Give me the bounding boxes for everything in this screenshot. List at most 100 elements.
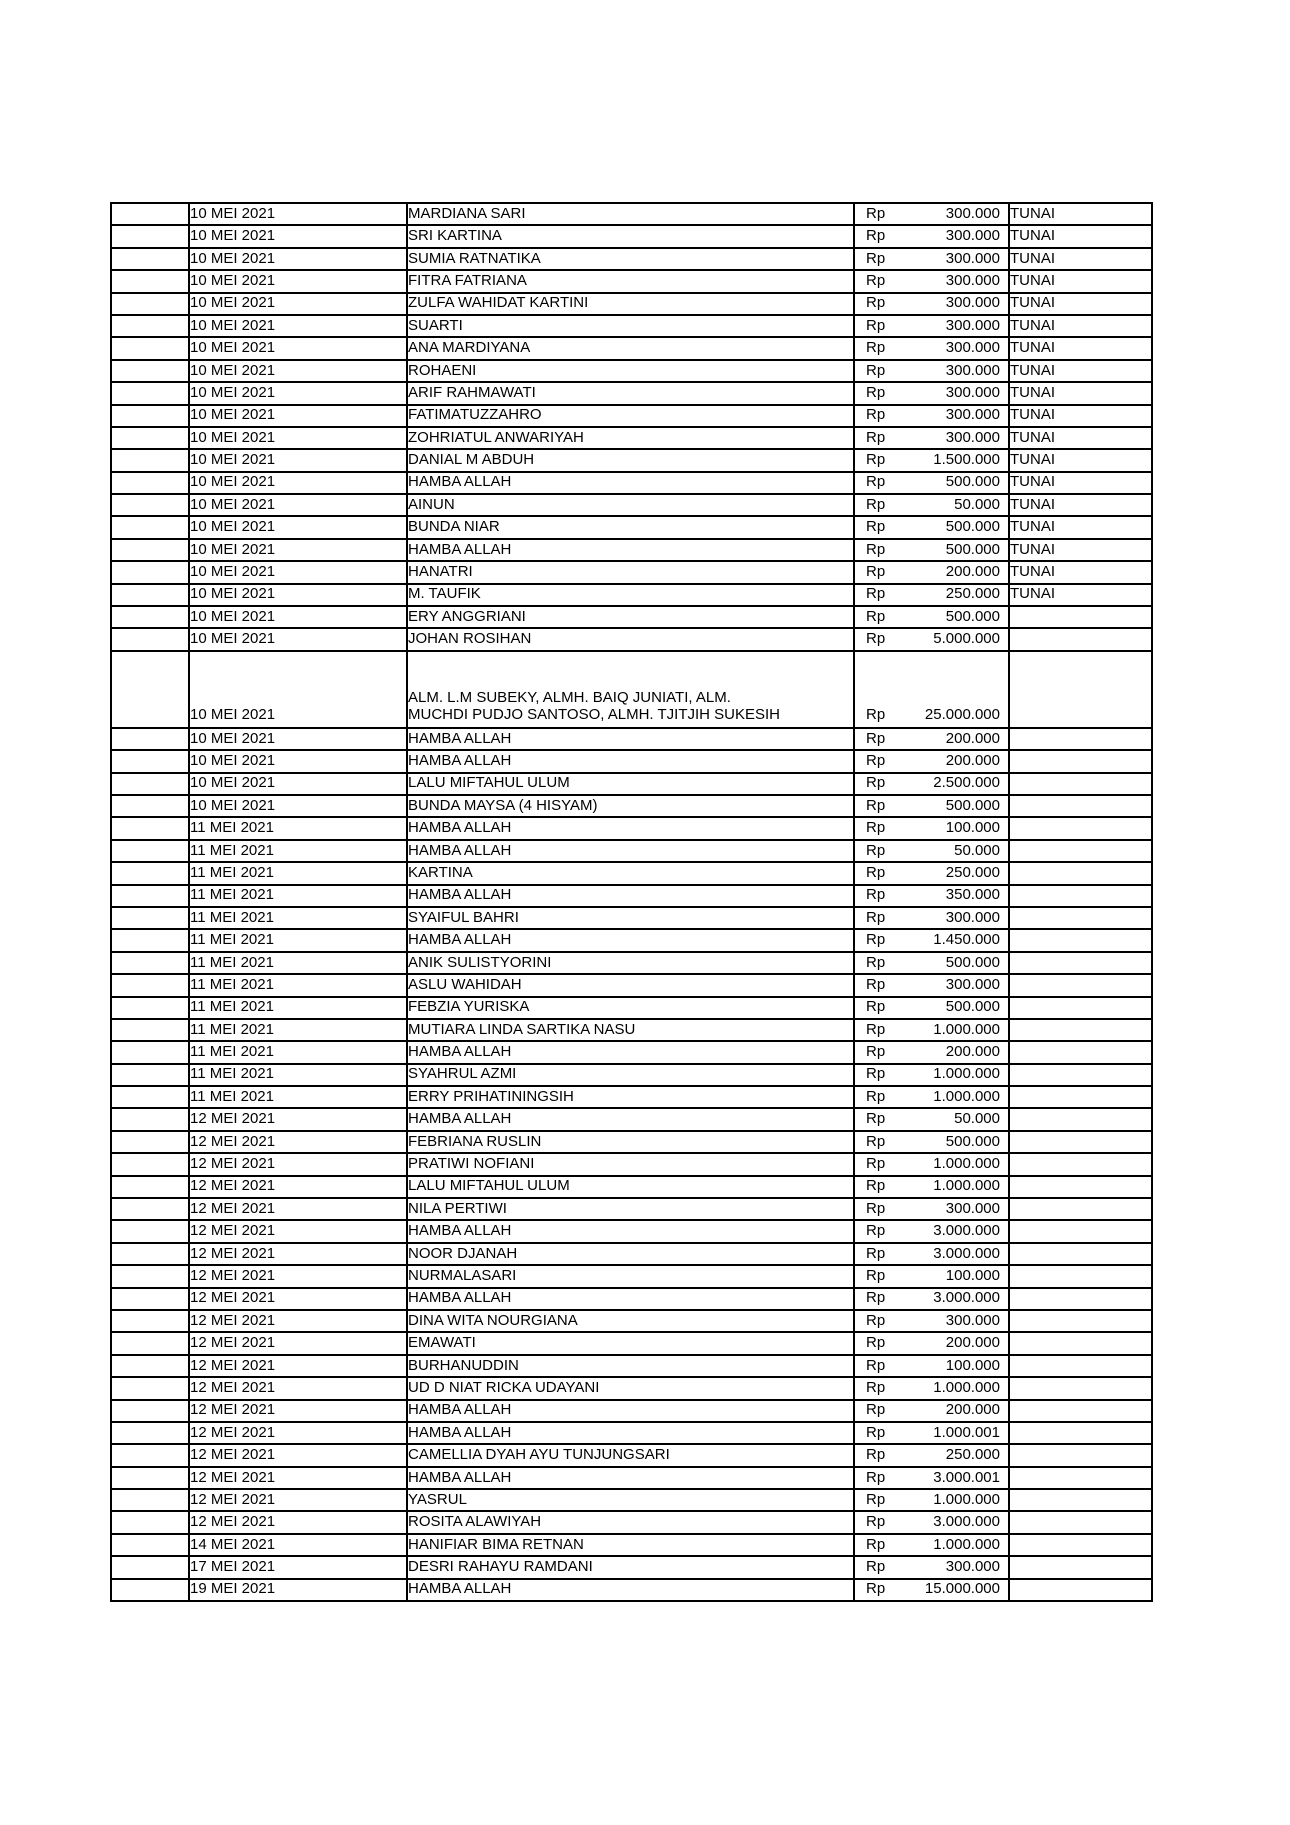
currency-label: Rp bbox=[866, 863, 886, 881]
row-blank-cell bbox=[110, 838, 190, 864]
row-blank-cell bbox=[110, 560, 190, 585]
row-donor-name: AINUN bbox=[406, 493, 855, 518]
row-amount-cell: Rp 100.000 bbox=[853, 816, 1010, 841]
row-amount-cell: Rp 300.000 bbox=[853, 313, 1010, 339]
table-row: 12 MEI 2021 CAMELLIA DYAH AYU TUNJUNGSARI… bbox=[110, 1443, 1153, 1468]
row-payment-method bbox=[1008, 1555, 1153, 1580]
row-blank-cell bbox=[110, 749, 190, 774]
row-donor-name: FEBZIA YURISKA bbox=[406, 995, 855, 1020]
row-date: 12 MEI 2021 bbox=[188, 1420, 408, 1446]
row-amount-cell: Rp 1.000.000 bbox=[853, 1532, 1010, 1558]
amount-value: 300.000 bbox=[945, 1311, 1000, 1329]
currency-label: Rp bbox=[866, 706, 886, 724]
row-donor-name: HAMBA ALLAH bbox=[406, 1286, 855, 1311]
row-date: 12 MEI 2021 bbox=[188, 1152, 408, 1177]
row-blank-cell bbox=[110, 582, 190, 608]
currency-label: Rp bbox=[866, 1468, 886, 1486]
row-blank-cell bbox=[110, 1219, 190, 1244]
table-row: 11 MEI 2021 SYAHRUL AZMI Rp 1.000.000 bbox=[110, 1062, 1153, 1088]
row-date: 12 MEI 2021 bbox=[188, 1241, 408, 1267]
table-row: 11 MEI 2021 ERRY PRIHATININGSIH Rp 1.000.00… bbox=[110, 1085, 1153, 1110]
amount-value: 5.000.000 bbox=[933, 630, 1000, 648]
currency-label: Rp bbox=[866, 886, 886, 904]
row-blank-cell bbox=[110, 313, 190, 339]
row-date: 17 MEI 2021 bbox=[188, 1555, 408, 1580]
row-date: 12 MEI 2021 bbox=[188, 1107, 408, 1132]
table-row: 11 MEI 2021 ANIK SULISTYORINI Rp 500.000 bbox=[110, 950, 1153, 976]
row-donor-name: DANIAL M ABDUH bbox=[406, 448, 855, 473]
currency-label: Rp bbox=[866, 1334, 886, 1352]
amount-wrapper: Rp 2.500.000 bbox=[856, 775, 1007, 792]
row-blank-cell bbox=[110, 246, 190, 272]
amount-value: 1.450.000 bbox=[933, 931, 1000, 949]
amount-value: 15.000.000 bbox=[924, 1580, 1000, 1598]
currency-label: Rp bbox=[866, 1043, 886, 1061]
row-blank-cell bbox=[110, 816, 190, 841]
row-date: 10 MEI 2021 bbox=[188, 313, 408, 339]
row-payment-method bbox=[1008, 649, 1153, 729]
row-date: 11 MEI 2021 bbox=[188, 905, 408, 931]
row-amount-cell: Rp 300.000 bbox=[853, 246, 1010, 272]
amount-value: 300.000 bbox=[945, 908, 1000, 926]
table-row: 10 MEI 2021 FATIMATUZZAHRO Rp 300.000 TUNAI bbox=[110, 403, 1153, 428]
row-donor-name: HAMBA ALLAH bbox=[406, 838, 855, 864]
amount-wrapper: Rp 300.000 bbox=[856, 339, 1007, 357]
amount-wrapper: Rp 500.000 bbox=[856, 998, 1007, 1016]
row-donor-name: ERY ANGGRIANI bbox=[406, 605, 855, 630]
currency-label: Rp bbox=[866, 729, 886, 747]
amount-wrapper: Rp 1.000.000 bbox=[856, 1491, 1007, 1509]
row-donor-name: KARTINA bbox=[406, 861, 855, 886]
amount-wrapper: Rp 500.000 bbox=[856, 519, 1007, 536]
row-date: 11 MEI 2021 bbox=[188, 1085, 408, 1110]
amount-wrapper: Rp 200.000 bbox=[856, 729, 1007, 748]
row-amount-cell: Rp 1.500.000 bbox=[853, 448, 1010, 473]
row-date: 12 MEI 2021 bbox=[188, 1398, 408, 1423]
row-date: 10 MEI 2021 bbox=[188, 269, 408, 294]
table-row: 10 MEI 2021 SUMIA RATNATIKA Rp 300.000 TUNAI bbox=[110, 246, 1153, 272]
row-amount-cell: Rp 300.000 bbox=[853, 425, 1010, 451]
row-amount-cell: Rp 500.000 bbox=[853, 537, 1010, 563]
table-row: 12 MEI 2021 YASRUL Rp 1.000.000 bbox=[110, 1488, 1153, 1513]
amount-wrapper: Rp 250.000 bbox=[856, 1446, 1007, 1464]
table-row: 17 MEI 2021 DESRI RAHAYU RAMDANI Rp 300.000 bbox=[110, 1555, 1153, 1580]
row-date: 11 MEI 2021 bbox=[188, 883, 408, 908]
currency-label: Rp bbox=[866, 540, 886, 558]
amount-value: 500.000 bbox=[945, 998, 1000, 1016]
row-amount-cell: Rp 200.000 bbox=[853, 1331, 1010, 1356]
row-donor-name: LALU MIFTAHUL ULUM bbox=[406, 771, 855, 797]
row-payment-method bbox=[1008, 816, 1153, 841]
row-payment-method bbox=[1008, 973, 1153, 998]
row-payment-method bbox=[1008, 950, 1153, 976]
row-amount-cell: Rp 1.450.000 bbox=[853, 928, 1010, 953]
row-donor-name: NURMALASARI bbox=[406, 1264, 855, 1289]
row-payment-method bbox=[1008, 928, 1153, 953]
row-amount-cell: Rp 500.000 bbox=[853, 605, 1010, 630]
row-amount-cell: Rp 300.000 bbox=[853, 1196, 1010, 1222]
currency-label: Rp bbox=[866, 428, 886, 446]
table-row: 10 MEI 2021 ERY ANGGRIANI Rp 500.000 bbox=[110, 605, 1153, 630]
table-row: 12 MEI 2021 HAMBA ALLAH Rp 200.000 bbox=[110, 1398, 1153, 1423]
row-donor-name: HAMBA ALLAH bbox=[406, 1040, 855, 1065]
row-payment-method bbox=[1008, 627, 1153, 652]
row-blank-cell bbox=[110, 425, 190, 451]
amount-wrapper: Rp 300.000 bbox=[856, 1558, 1007, 1576]
row-blank-cell bbox=[110, 605, 190, 630]
row-blank-cell bbox=[110, 973, 190, 998]
row-donor-name: HAMBA ALLAH bbox=[406, 537, 855, 563]
amount-wrapper: Rp 1.000.000 bbox=[856, 1155, 1007, 1173]
row-donor-name: DINA WITA NOURGIANA bbox=[406, 1308, 855, 1334]
row-blank-cell bbox=[110, 1174, 190, 1200]
amount-value: 500.000 bbox=[945, 1132, 1000, 1150]
row-blank-cell bbox=[110, 950, 190, 976]
row-date: 10 MEI 2021 bbox=[188, 470, 408, 496]
row-donor-name: ASLU WAHIDAH bbox=[406, 973, 855, 998]
row-blank-cell bbox=[110, 291, 190, 316]
row-date: 12 MEI 2021 bbox=[188, 1443, 408, 1468]
row-blank-cell bbox=[110, 493, 190, 518]
amount-wrapper: Rp 300.000 bbox=[856, 227, 1007, 245]
row-date: 10 MEI 2021 bbox=[188, 537, 408, 563]
amount-value: 300.000 bbox=[945, 1199, 1000, 1217]
row-date: 10 MEI 2021 bbox=[188, 771, 408, 797]
row-donor-name: ZOHRIATUL ANWARIYAH bbox=[406, 425, 855, 451]
row-payment-method: TUNAI bbox=[1008, 246, 1153, 272]
